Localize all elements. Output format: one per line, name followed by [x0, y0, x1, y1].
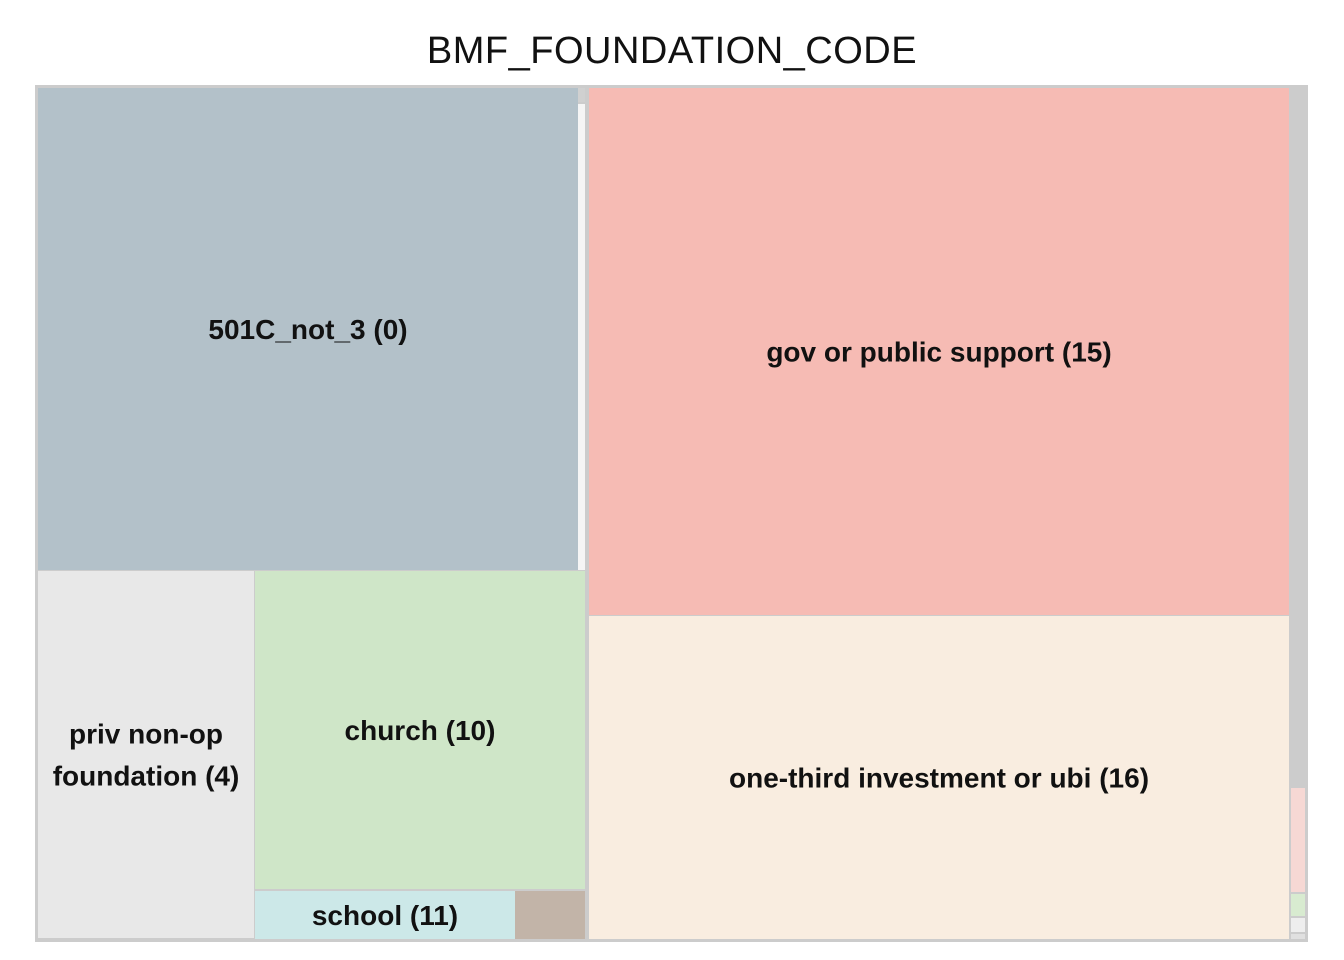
treemap-rect	[255, 571, 585, 889]
treemap-label: 501C_not_3 (0)	[208, 314, 407, 345]
treemap-rect	[1291, 918, 1305, 932]
treemap-tile	[1291, 788, 1305, 892]
treemap-label: one-third investment or ubi (16)	[729, 763, 1149, 794]
treemap-rect	[589, 616, 1289, 939]
treemap-rect	[1291, 894, 1305, 916]
treemap-rect	[38, 571, 254, 938]
treemap-label: foundation (4)	[53, 761, 240, 792]
treemap-tile: church (10)	[255, 571, 585, 889]
treemap-tile	[1291, 934, 1305, 939]
treemap-rect	[1291, 934, 1305, 939]
treemap-rect	[578, 104, 585, 570]
treemap-tile	[578, 104, 585, 570]
treemap-label: gov or public support (15)	[766, 337, 1111, 368]
treemap-label: school (11)	[312, 900, 458, 931]
treemap-tile: school (11)	[255, 891, 515, 939]
treemap-rect	[578, 88, 585, 102]
treemap-tile: 501C_not_3 (0)	[38, 88, 578, 570]
treemap-tile	[515, 891, 585, 939]
treemap-tile: priv non-op foundation (4)	[38, 571, 254, 938]
treemap-tile	[578, 88, 585, 102]
treemap-rect	[515, 891, 585, 939]
treemap-rect	[255, 891, 515, 939]
treemap-label: priv non-op	[69, 719, 223, 750]
treemap-rect	[1291, 788, 1305, 892]
chart-title: BMF_FOUNDATION_CODE	[426, 30, 918, 72]
treemap-tile	[1291, 894, 1305, 916]
treemap-tile: gov or public support (15)	[589, 88, 1289, 615]
treemap-rect	[38, 88, 578, 570]
treemap-tile	[1291, 918, 1305, 932]
treemap-label: church (10)	[345, 715, 496, 746]
treemap-tile: one-third investment or ubi (16)	[589, 616, 1289, 939]
treemap-rect	[589, 88, 1289, 615]
